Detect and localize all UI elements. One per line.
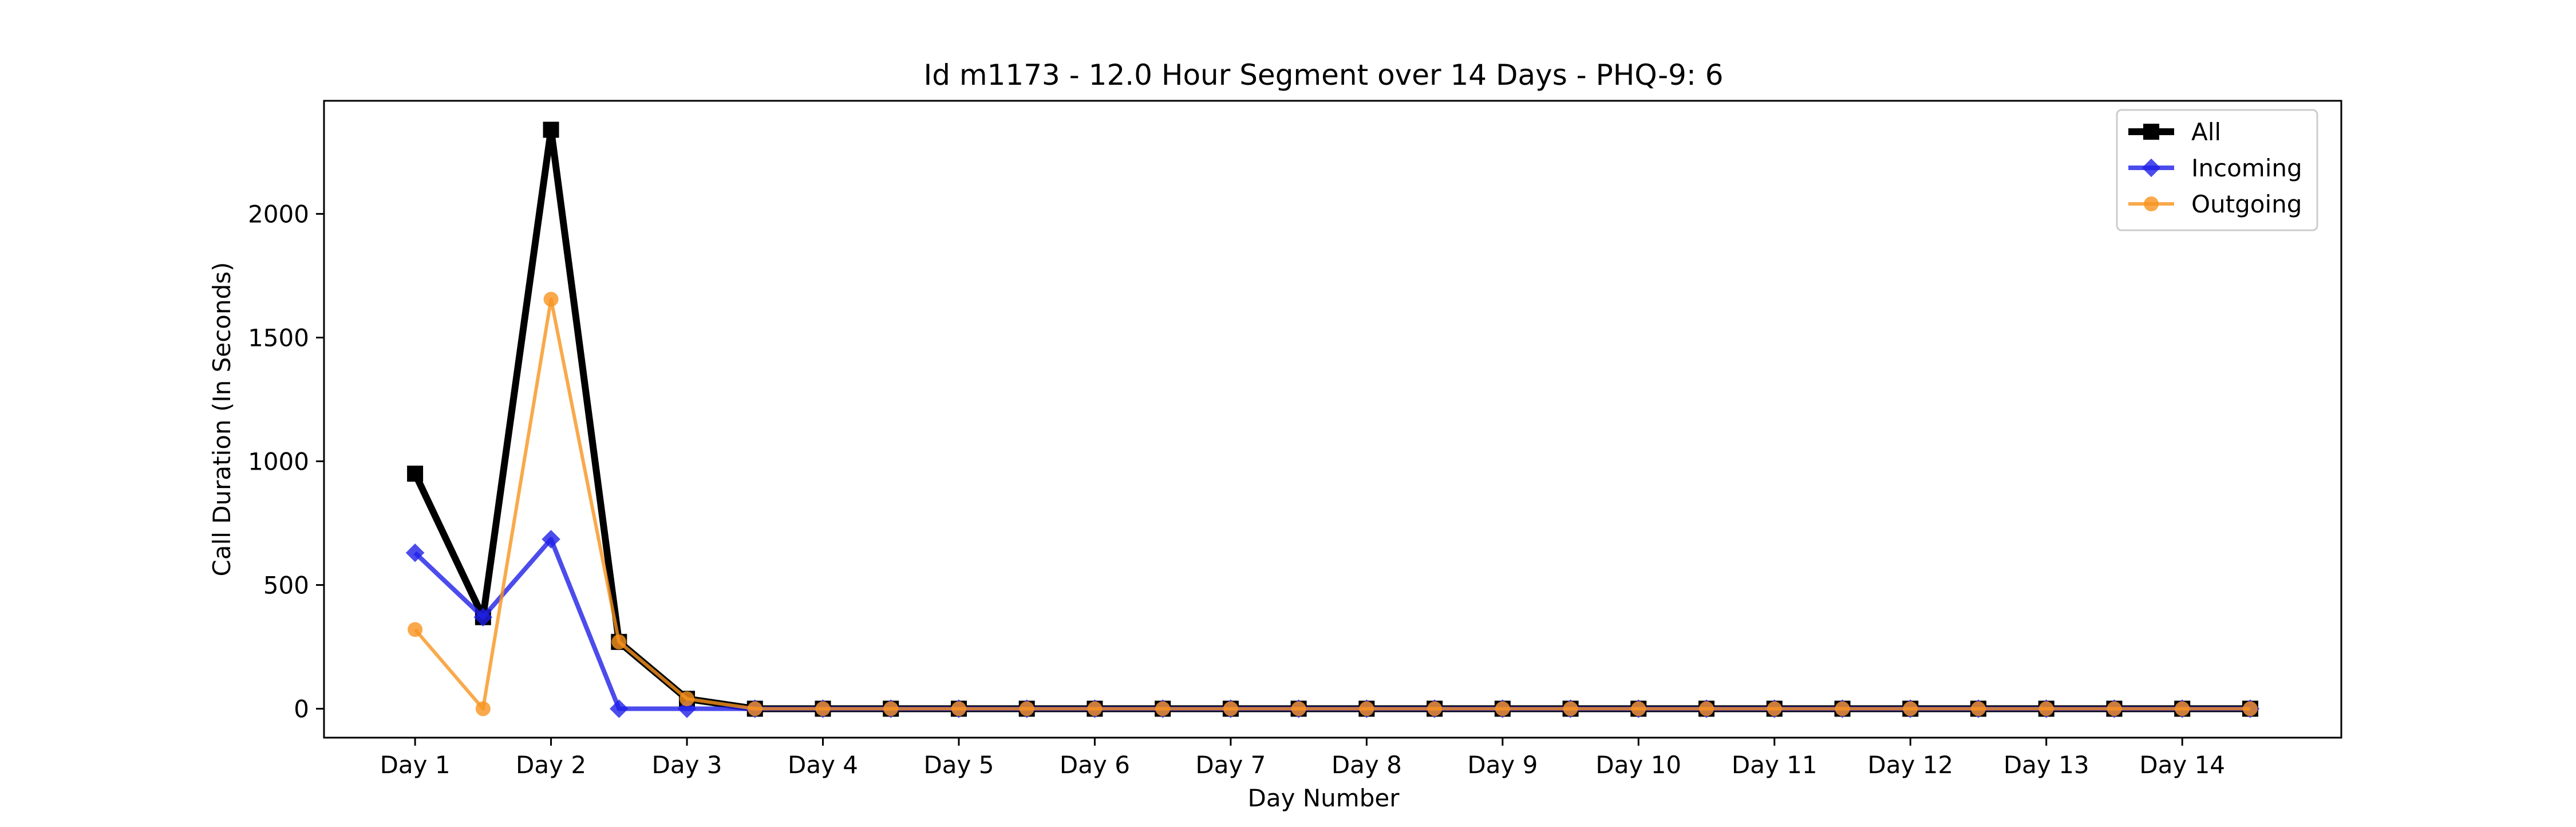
chart-title: Id m1173 - 12.0 Hour Segment over 14 Day… <box>923 58 1723 92</box>
data-point <box>1903 701 1918 716</box>
x-tick-label: Day 14 <box>2139 751 2225 779</box>
data-point <box>407 466 424 482</box>
data-point <box>815 701 831 716</box>
x-tick-label: Day 6 <box>1060 751 1130 779</box>
data-point <box>473 608 493 627</box>
data-point <box>543 121 559 138</box>
data-point <box>883 701 899 716</box>
data-point <box>611 634 627 649</box>
x-tick-label: Day 8 <box>1332 751 1402 779</box>
data-point <box>1087 701 1103 716</box>
data-point <box>2107 701 2122 716</box>
data-point <box>1291 701 1306 716</box>
data-point <box>2242 701 2258 716</box>
data-point <box>1155 701 1171 716</box>
x-tick-label: Day 9 <box>1467 751 1538 779</box>
y-tick-label: 0 <box>294 695 309 723</box>
data-point <box>1563 701 1578 716</box>
series-line <box>413 297 2250 711</box>
x-tick-label: Day 13 <box>2004 751 2089 779</box>
data-point <box>1495 701 1510 716</box>
data-point <box>679 691 695 707</box>
legend-label: Outgoing <box>2191 190 2302 218</box>
axes: Day 1 Day 2 Day 3 Day 4 Day 5 Day 6 Day 7 Day 8… <box>248 100 2342 779</box>
legend-marker <box>2144 196 2159 211</box>
x-axis-label: Day Number <box>1247 784 1400 812</box>
x-tick-label: Day 4 <box>788 751 858 779</box>
x-tick-label: Day 2 <box>516 751 586 779</box>
y-tick-label: 2000 <box>248 200 309 228</box>
legend-item-all: All <box>2128 118 2221 146</box>
data-point <box>543 292 559 307</box>
data-point <box>475 701 491 716</box>
x-tick-label: Day 12 <box>1867 751 1953 779</box>
x-tick-label: Day 5 <box>923 751 994 779</box>
legend-item-incoming: Incoming <box>2128 154 2302 182</box>
data-point <box>1835 701 1850 716</box>
y-tick-label: 1500 <box>248 324 309 352</box>
data-point <box>1631 701 1646 716</box>
data-point <box>1019 701 1034 716</box>
plot-area <box>405 121 2260 718</box>
legend-label: Incoming <box>2191 154 2302 182</box>
data-point <box>1767 701 1782 716</box>
data-point <box>1699 701 1714 716</box>
legend-marker <box>2142 158 2161 178</box>
data-point <box>951 701 966 716</box>
y-axis-label: Call Duration (In Seconds) <box>208 262 236 576</box>
data-point <box>405 544 425 562</box>
data-point <box>1359 701 1374 716</box>
data-point <box>747 701 762 716</box>
plot-frame <box>323 100 2342 739</box>
x-tick-label: Day 7 <box>1195 751 1266 779</box>
x-tick-label: Day 1 <box>380 751 451 779</box>
x-tick-label: Day 3 <box>652 751 722 779</box>
data-point <box>2038 701 2054 716</box>
legend-marker <box>2143 124 2159 140</box>
data-point <box>610 699 629 718</box>
data-point <box>542 530 560 549</box>
y-tick-label: 1000 <box>248 447 309 475</box>
data-point <box>1970 701 1986 716</box>
x-tick-label: Day 10 <box>1595 751 1681 779</box>
legend-box <box>2116 109 2318 231</box>
x-tick-label: Day 11 <box>1732 751 1818 779</box>
legend: All Incoming Outgoing <box>2116 109 2318 231</box>
data-point <box>2175 701 2190 716</box>
series-outgoing <box>408 292 2258 716</box>
legend-item-outgoing: Outgoing <box>2128 190 2302 218</box>
data-point <box>1427 701 1443 716</box>
data-point <box>1223 701 1238 716</box>
y-tick-label: 500 <box>263 571 309 599</box>
data-point <box>408 622 423 637</box>
legend-label: All <box>2191 118 2221 146</box>
